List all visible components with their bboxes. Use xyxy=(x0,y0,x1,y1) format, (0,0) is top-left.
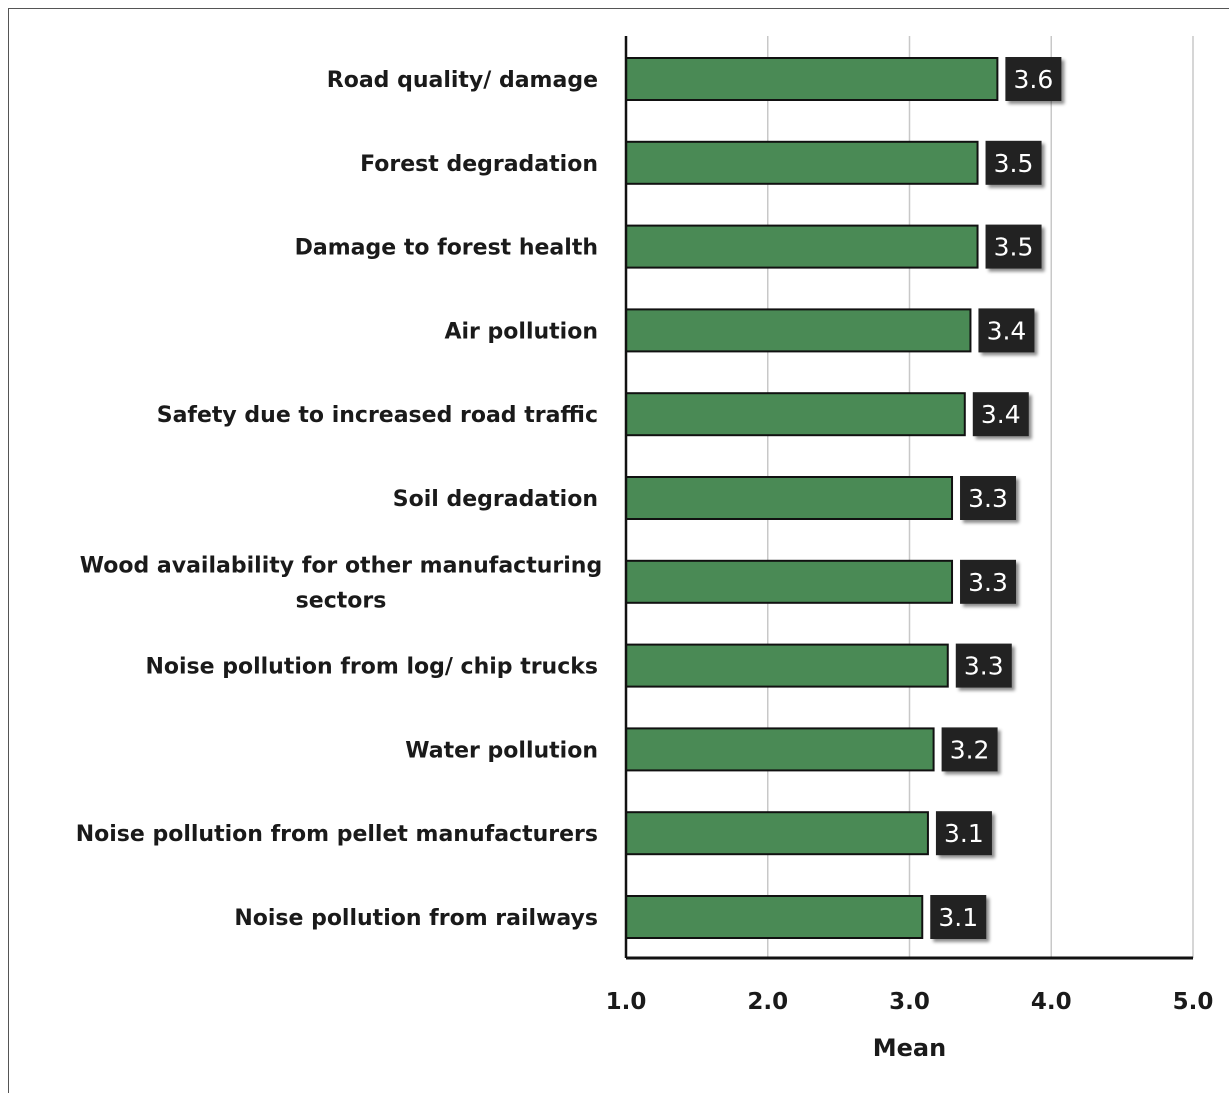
x-tick-label-3: 4.0 xyxy=(1031,989,1072,1015)
data-label-text-0: 3.6 xyxy=(1014,65,1054,94)
bar-8 xyxy=(625,727,935,772)
data-label-text-8: 3.2 xyxy=(950,735,990,764)
data-label-box-8 xyxy=(941,727,998,772)
data-label-text-9: 3.1 xyxy=(944,819,984,848)
bar-6 xyxy=(625,559,954,604)
data-label-box-7 xyxy=(955,643,1012,688)
category-label-8: Water pollution xyxy=(405,738,598,763)
data-label-box-9 xyxy=(935,811,992,856)
data-label-6: 3.3 xyxy=(960,559,1017,604)
category-label-4: Safety due to increased road traffic xyxy=(157,403,598,428)
bar-2 xyxy=(625,224,979,269)
category-label-10: Noise pollution from railways xyxy=(234,906,598,931)
data-label-1: 3.5 xyxy=(985,140,1042,185)
data-label-box-2 xyxy=(985,224,1042,269)
data-labels: 3.6 3.5 3.5 3.4 3.4 3.3 3.3 3.3 3.2 3.1 3.1 xyxy=(930,57,1062,939)
data-label-text-4: 3.4 xyxy=(981,400,1021,429)
category-label-1: Forest degradation xyxy=(360,152,598,177)
chart-frame xyxy=(8,8,1229,1093)
x-tick-label-2: 3.0 xyxy=(889,989,930,1015)
x-tick-labels: 1.0 2.0 3.0 4.0 5.0 xyxy=(606,989,1214,1015)
data-label-10: 3.1 xyxy=(930,895,987,939)
category-label-6: Wood availability for other manufacturin… xyxy=(80,553,602,613)
bar-5 xyxy=(625,476,954,520)
data-label-4: 3.4 xyxy=(972,392,1029,437)
bar-0 xyxy=(625,57,999,101)
data-label-box-1 xyxy=(985,140,1042,185)
data-label-8: 3.2 xyxy=(941,727,998,772)
axes xyxy=(624,36,1193,960)
data-label-9: 3.1 xyxy=(935,811,992,856)
x-axis-title: Mean xyxy=(873,1034,946,1062)
bar-9 xyxy=(625,811,929,856)
category-label-9: Noise pollution from pellet manufacturer… xyxy=(76,822,598,847)
data-label-text-3: 3.4 xyxy=(987,316,1027,345)
data-label-text-10: 3.1 xyxy=(938,903,978,932)
data-label-box-4 xyxy=(972,392,1029,437)
category-label-3: Air pollution xyxy=(444,319,598,344)
data-label-text-5: 3.3 xyxy=(968,484,1008,513)
x-tick-label-0: 1.0 xyxy=(606,989,647,1015)
data-label-5: 3.3 xyxy=(960,476,1017,520)
bar-3 xyxy=(625,308,972,353)
data-label-text-1: 3.5 xyxy=(994,149,1034,178)
data-label-7: 3.3 xyxy=(955,643,1012,688)
data-label-0: 3.6 xyxy=(1005,57,1062,101)
bar-1 xyxy=(625,140,979,185)
category-labels: Road quality/ damage Forest degradation Da… xyxy=(76,68,602,931)
category-label-0: Road quality/ damage xyxy=(327,68,598,93)
bar-4 xyxy=(625,392,966,437)
data-label-text-6: 3.3 xyxy=(968,568,1008,597)
data-label-text-2: 3.5 xyxy=(994,233,1034,262)
x-tick-label-4: 5.0 xyxy=(1173,989,1214,1015)
category-label-5: Soil degradation xyxy=(393,487,598,512)
data-label-2: 3.5 xyxy=(985,224,1042,269)
data-label-text-7: 3.3 xyxy=(964,652,1004,681)
data-label-3: 3.4 xyxy=(978,308,1035,353)
bar-10 xyxy=(625,895,924,939)
data-label-box-6 xyxy=(960,559,1017,604)
category-label-7: Noise pollution from log/ chip trucks xyxy=(145,655,598,680)
data-label-box-5 xyxy=(960,476,1017,520)
data-label-box-0 xyxy=(1005,57,1062,101)
data-label-box-10 xyxy=(930,895,987,939)
x-tick-label-1: 2.0 xyxy=(747,989,788,1015)
bar-7 xyxy=(625,643,949,688)
bars xyxy=(625,57,999,939)
category-label-2: Damage to forest health xyxy=(295,236,598,261)
data-label-box-3 xyxy=(978,308,1035,353)
